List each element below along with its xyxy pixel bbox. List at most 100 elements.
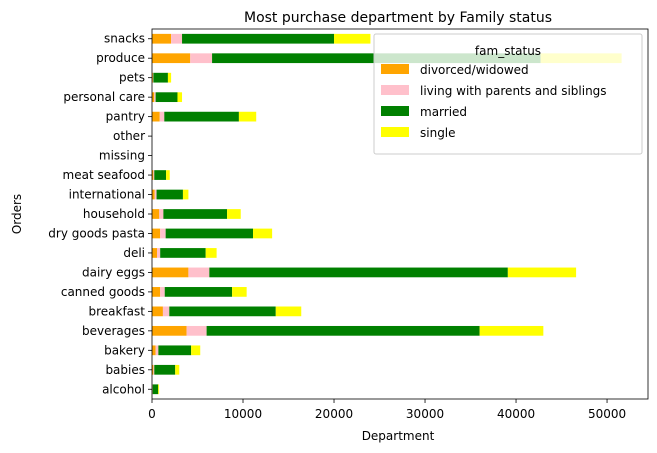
- bar-bakery-series-3: [191, 345, 201, 356]
- legend-swatch: [381, 85, 409, 95]
- legend-swatch: [381, 64, 409, 74]
- y-tick-label: personal care: [63, 90, 145, 104]
- bar-meat-seafood-series-1: [153, 170, 155, 180]
- bar-meat-seafood-series-3: [166, 170, 170, 180]
- bar-beverages-series-0: [152, 325, 187, 336]
- bar-pets-series-0: [152, 72, 153, 83]
- bar-deli-series-3: [205, 248, 217, 258]
- bar-international-series-0: [152, 189, 155, 200]
- bar-bakery-series-0: [152, 345, 156, 356]
- bar-meat-seafood-series-2: [154, 170, 167, 180]
- bar-household-series-0: [152, 209, 160, 219]
- y-tick-label: canned goods: [61, 285, 145, 299]
- bar-snacks-series-3: [334, 33, 371, 44]
- bar-personal-care-series-0: [152, 92, 155, 103]
- x-tick-label: 0: [148, 407, 156, 421]
- bar-personal-care-series-3: [177, 92, 183, 103]
- bar-dairy-eggs-series-0: [152, 267, 189, 278]
- bar-produce-series-0: [152, 53, 191, 64]
- bar-canned-goods-series-0: [152, 287, 161, 297]
- y-tick-label: dairy eggs: [82, 265, 145, 279]
- bar-household-series-1: [159, 209, 164, 219]
- y-tick-label: pets: [119, 71, 145, 85]
- y-tick-label: household: [83, 207, 145, 221]
- bar-international-series-2: [156, 189, 183, 200]
- bar-meat-seafood-series-0: [152, 170, 154, 180]
- bar-beverages-series-1: [186, 325, 207, 336]
- legend-items: divorced/widowed living with parents and …: [381, 63, 607, 140]
- bar-pets-series-2: [153, 72, 168, 83]
- legend-box: [373, 33, 643, 155]
- y-axis-ticks: alcohol babies bakery beverages breakfast can…: [48, 32, 152, 396]
- bar-dairy-eggs-series-1: [188, 267, 210, 278]
- legend-swatch: [381, 127, 409, 137]
- x-tick-label: 50000: [588, 407, 626, 421]
- bar-household-series-2: [163, 209, 228, 219]
- bar-babies-series-1: [153, 364, 155, 375]
- bar-snacks-series-0: [152, 33, 172, 44]
- y-tick-label: produce: [96, 51, 145, 65]
- bar-breakfast-series-0: [152, 306, 163, 317]
- bar-pantry-series-1: [159, 111, 165, 122]
- bar-beverages-series-2: [206, 325, 480, 336]
- bar-produce-series-1: [190, 53, 213, 64]
- bar-pantry-series-0: [152, 111, 160, 122]
- legend-label: living with parents and siblings: [420, 84, 607, 98]
- bar-pantry-series-2: [164, 111, 239, 122]
- y-tick-label: international: [69, 188, 145, 202]
- bar-snacks-series-2: [182, 33, 335, 44]
- bar-canned-goods-series-2: [164, 287, 233, 297]
- bar-deli-series-2: [160, 248, 206, 258]
- y-tick-label: bakery: [104, 343, 145, 357]
- legend-title: fam_status: [475, 44, 541, 58]
- bar-pets-series-3: [167, 72, 172, 83]
- bars-group: [152, 33, 622, 395]
- x-tick-label: 20000: [315, 407, 353, 421]
- x-axis-ticks: 0 10000 20000 30000 40000 50000: [148, 399, 626, 421]
- x-axis-title: Department: [362, 429, 435, 443]
- bar-household-series-3: [227, 209, 241, 219]
- x-tick-label: 40000: [497, 407, 535, 421]
- bar-dry-goods-pasta-series-1: [160, 228, 166, 239]
- bar-bakery-series-2: [158, 345, 192, 356]
- y-tick-label: snacks: [104, 32, 145, 46]
- y-axis-title: Orders: [10, 194, 24, 234]
- bar-breakfast-series-3: [275, 306, 302, 317]
- legend-label: single: [420, 126, 456, 140]
- y-tick-label: pantry: [106, 110, 145, 124]
- bar-breakfast-series-2: [169, 306, 276, 317]
- bar-deli-series-1: [157, 248, 161, 258]
- y-tick-label: dry goods pasta: [48, 226, 145, 240]
- bar-breakfast-series-1: [162, 306, 170, 317]
- legend-label: divorced/widowed: [420, 63, 529, 77]
- bar-snacks-series-1: [171, 33, 183, 44]
- y-tick-label: breakfast: [88, 304, 145, 318]
- bar-canned-goods-series-3: [232, 287, 247, 297]
- bar-beverages-series-3: [479, 325, 544, 336]
- bar-personal-care-series-2: [155, 92, 178, 103]
- y-tick-label: deli: [123, 246, 145, 260]
- bar-international-series-3: [182, 189, 189, 200]
- bar-babies-series-2: [154, 364, 176, 375]
- bar-canned-goods-series-1: [160, 287, 165, 297]
- legend: fam_status divorced/widowed living with p…: [373, 33, 643, 155]
- bar-dairy-eggs-series-3: [507, 267, 577, 278]
- legend-label: married: [420, 105, 467, 119]
- bar-dry-goods-pasta-series-3: [253, 228, 273, 239]
- y-tick-label: babies: [105, 363, 145, 377]
- bar-babies-series-0: [152, 364, 154, 375]
- x-tick-label: 10000: [224, 407, 262, 421]
- y-tick-label: beverages: [82, 324, 145, 338]
- chart-title: Most purchase department by Family statu…: [244, 10, 552, 26]
- bar-international-series-1: [154, 189, 157, 200]
- y-tick-label: other: [113, 129, 145, 143]
- y-tick-label: alcohol: [102, 382, 145, 396]
- y-tick-label: missing: [99, 149, 145, 163]
- bar-dairy-eggs-series-2: [209, 267, 508, 278]
- bar-dry-goods-pasta-series-2: [165, 228, 254, 239]
- bar-deli-series-0: [152, 248, 158, 258]
- bar-pantry-series-3: [238, 111, 257, 122]
- legend-swatch: [381, 106, 409, 116]
- bar-alcohol-series-3: [158, 384, 160, 395]
